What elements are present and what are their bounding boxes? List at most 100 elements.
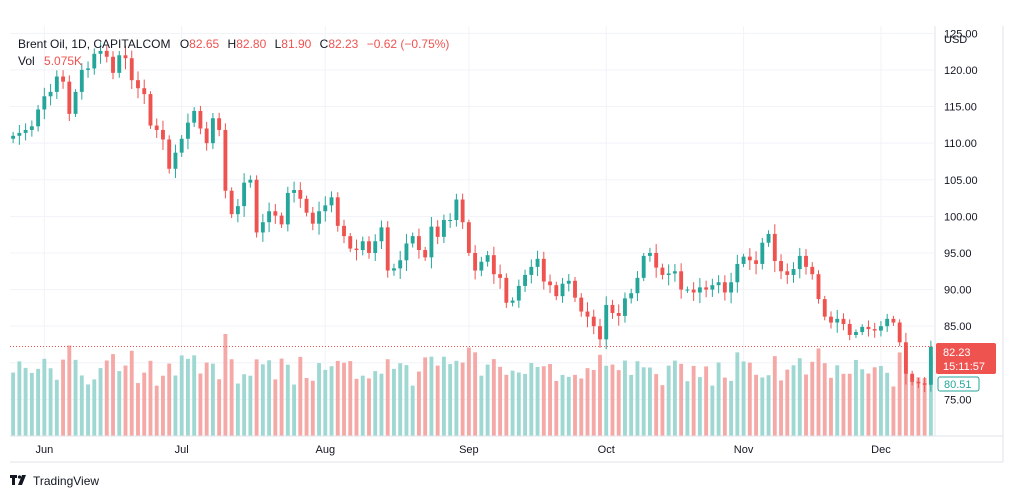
time-axis[interactable]: Jun Jul Aug Sep Oct Nov Dec xyxy=(35,444,891,456)
candle-body xyxy=(342,225,346,237)
volume-bar xyxy=(760,377,765,436)
candle-body xyxy=(111,56,115,73)
y-tick-label: 125.00 xyxy=(944,28,978,40)
secondary-price-tag: 80.51 xyxy=(937,376,980,392)
candle-body xyxy=(466,222,471,253)
volume-bar xyxy=(98,368,103,436)
volume-bar xyxy=(154,385,159,436)
x-tick-label: Oct xyxy=(598,444,615,456)
volume-bar xyxy=(485,364,490,436)
volume-bar xyxy=(335,360,340,436)
candle-body xyxy=(129,58,134,81)
volume-bar xyxy=(704,366,709,436)
candle-body xyxy=(854,332,858,335)
legend-vol-label[interactable]: Vol xyxy=(18,54,35,68)
candle-body xyxy=(360,241,365,251)
volume-bar xyxy=(92,379,97,436)
volume-bar xyxy=(242,374,247,436)
candle-body xyxy=(485,255,490,262)
y-tick-label: 95.00 xyxy=(944,248,972,260)
candle-body xyxy=(541,258,546,282)
price-tag-bg xyxy=(936,343,996,374)
tradingview-brand[interactable]: TradingView xyxy=(10,473,99,488)
candle-body xyxy=(210,118,215,144)
volume-bar xyxy=(185,358,190,436)
volume-bar xyxy=(560,374,565,436)
candle-body xyxy=(672,271,677,274)
candle-body xyxy=(585,311,590,317)
candle-body xyxy=(310,212,315,224)
candle-body xyxy=(498,274,503,278)
volume-bar xyxy=(317,363,321,436)
y-tick-label: 115.00 xyxy=(944,102,977,114)
volume-bar xyxy=(810,361,815,436)
candle-body xyxy=(335,197,340,226)
volume-bar xyxy=(641,367,646,436)
volume-bar xyxy=(329,366,334,436)
candle-body xyxy=(573,280,577,298)
candle-body xyxy=(373,241,378,253)
volume-bar xyxy=(747,362,752,436)
candle-body xyxy=(766,233,771,243)
volume-bar xyxy=(410,385,415,436)
volume-bar xyxy=(548,364,552,436)
candle-body xyxy=(329,197,334,206)
candle-body xyxy=(647,252,652,256)
volume-bar xyxy=(491,359,496,436)
candle-body xyxy=(710,285,715,290)
candle-body xyxy=(136,80,140,89)
volume-bar xyxy=(267,360,272,436)
candle-body xyxy=(473,252,478,271)
volume-bar xyxy=(829,377,833,436)
volume-bar xyxy=(591,369,596,436)
volume-bar xyxy=(679,363,684,436)
volume-bar xyxy=(779,380,783,436)
candle-body xyxy=(523,274,528,286)
volume-bar xyxy=(804,374,808,436)
legend-low-label: L xyxy=(274,37,282,51)
volume-bar xyxy=(223,334,228,436)
volume-bar xyxy=(566,376,571,436)
candle-body xyxy=(872,329,877,331)
candle-body xyxy=(36,109,41,127)
volume-bar xyxy=(148,360,153,436)
price-tag-price: 82.23 xyxy=(943,347,971,359)
legend-high-label: H xyxy=(227,37,237,51)
volume-bar xyxy=(928,354,933,436)
legend-title[interactable]: Brent Oil, 1D, CAPITALCOM xyxy=(18,37,171,51)
volume-bar xyxy=(647,367,652,436)
volume-bar xyxy=(42,358,47,436)
candle-body xyxy=(323,205,328,212)
volume-bar xyxy=(17,361,22,436)
candle-body xyxy=(560,283,565,297)
candle-body xyxy=(747,256,752,261)
legend-ohlc-row: Brent Oil, 1D, CAPITALCOM O82.65 H82.80 … xyxy=(18,36,449,52)
candle-body xyxy=(185,122,190,139)
volume-bar xyxy=(292,384,297,436)
candle-body xyxy=(235,206,240,215)
candle-body xyxy=(73,91,78,114)
chart-legend: Brent Oil, 1D, CAPITALCOM O82.65 H82.80 … xyxy=(18,36,449,69)
y-tick-label: 105.00 xyxy=(944,175,978,187)
volume-bar xyxy=(161,375,165,436)
currency-label[interactable]: USD xyxy=(944,34,968,46)
y-tick-label: 120.00 xyxy=(944,65,978,77)
x-tick-label: Aug xyxy=(315,444,335,456)
volume-bar xyxy=(891,386,896,436)
legend-low: L81.90 xyxy=(275,37,312,51)
candle-body xyxy=(535,258,540,267)
candle-body xyxy=(454,199,459,221)
volume-bar xyxy=(441,356,446,436)
volume-bar xyxy=(654,374,659,436)
candle-body xyxy=(754,260,759,264)
price-tag: 82.23 15:11:57 xyxy=(936,343,996,374)
candle-body xyxy=(878,326,883,331)
candle-body xyxy=(760,242,765,264)
volume-bar xyxy=(373,371,378,436)
volume-bar xyxy=(623,360,627,436)
candle-body xyxy=(691,289,696,293)
volume-bar xyxy=(672,360,677,436)
candle-body xyxy=(654,252,659,268)
legend-open: O82.65 xyxy=(180,37,219,51)
